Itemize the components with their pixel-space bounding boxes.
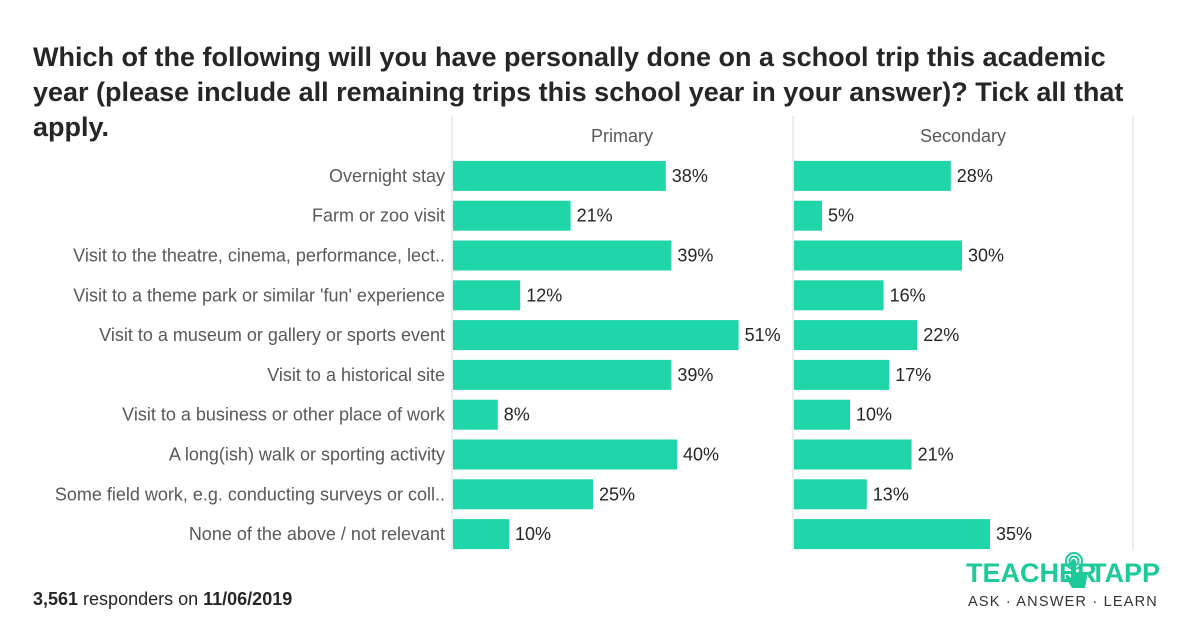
footer-text: responders on: [78, 589, 204, 609]
bar-primary: [453, 160, 666, 191]
data-label-primary: 40%: [683, 445, 719, 465]
data-label-primary: 25%: [599, 484, 635, 504]
data-label-secondary: 17%: [895, 365, 931, 385]
data-label-secondary: 28%: [957, 166, 993, 186]
bar-primary: [453, 439, 677, 470]
bar-primary: [453, 479, 593, 510]
category-label: None of the above / not relevant: [189, 524, 445, 544]
data-label-primary: 12%: [526, 285, 562, 305]
data-label-primary: 39%: [677, 365, 713, 385]
data-label-secondary: 10%: [856, 405, 892, 425]
bar-primary: [453, 399, 498, 430]
data-label-primary: 8%: [504, 405, 530, 425]
data-label-primary: 39%: [677, 246, 713, 266]
bar-primary: [453, 280, 521, 311]
data-label-secondary: 5%: [828, 206, 854, 226]
data-label-secondary: 16%: [890, 285, 926, 305]
bar-secondary: [794, 359, 890, 390]
category-label: Overnight stay: [329, 166, 445, 186]
bar-secondary: [794, 479, 867, 510]
bar-secondary: [794, 399, 850, 430]
bar-primary: [453, 320, 739, 351]
category-label: Farm or zoo visit: [312, 206, 445, 226]
bar-secondary: [794, 439, 912, 470]
bar-secondary: [794, 240, 962, 271]
panel-header-secondary: Secondary: [920, 126, 1006, 146]
panel-header-primary: Primary: [591, 126, 653, 146]
survey-date: 11/06/2019: [203, 589, 293, 609]
data-label-primary: 21%: [577, 206, 613, 226]
chart-title: Which of the following will you have per…: [33, 42, 1124, 142]
data-label-primary: 38%: [672, 166, 708, 186]
category-label: Visit to a theme park or similar 'fun' e…: [73, 285, 445, 305]
bar-primary: [453, 519, 509, 550]
data-label-primary: 51%: [745, 325, 781, 345]
category-label: Visit to the theatre, cinema, performanc…: [73, 246, 445, 266]
logo-word-tapp: TAPP: [1090, 558, 1161, 588]
tap-hand-icon: [1065, 552, 1087, 588]
data-label-secondary: 21%: [918, 445, 954, 465]
responder-count: 3,561: [33, 589, 79, 609]
logo-tagline: ASK · ANSWER · LEARN: [968, 594, 1158, 610]
bar-secondary: [794, 280, 884, 311]
bar-primary: [453, 359, 672, 390]
data-label-secondary: 22%: [923, 325, 959, 345]
category-label: Visit to a business or other place of wo…: [122, 405, 446, 425]
data-label-secondary: 35%: [996, 524, 1032, 544]
responders-footer: 3,561 responders on 11/06/2019: [33, 589, 292, 610]
bar-chart: Primary Secondary Overnight stay 38% 28% Farm…: [55, 116, 1134, 550]
bar-secondary: [794, 320, 918, 351]
bar-primary: [453, 200, 571, 231]
bar-secondary: [794, 519, 990, 550]
category-label: Visit to a historical site: [267, 365, 445, 385]
teacher-tapp-logo: TEACHER TAPP ASK · ANSWER · LEARN: [966, 552, 1160, 614]
bar-primary: [453, 240, 672, 271]
category-label: Visit to a museum or gallery or sports e…: [99, 325, 445, 345]
bar-secondary: [794, 160, 951, 191]
data-label-secondary: 13%: [873, 484, 909, 504]
category-label: A long(ish) walk or sporting activity: [169, 445, 445, 465]
category-label: Some field work, e.g. conducting surveys…: [55, 484, 445, 504]
bar-secondary: [794, 200, 822, 231]
data-label-primary: 10%: [515, 524, 551, 544]
data-label-secondary: 30%: [968, 246, 1004, 266]
